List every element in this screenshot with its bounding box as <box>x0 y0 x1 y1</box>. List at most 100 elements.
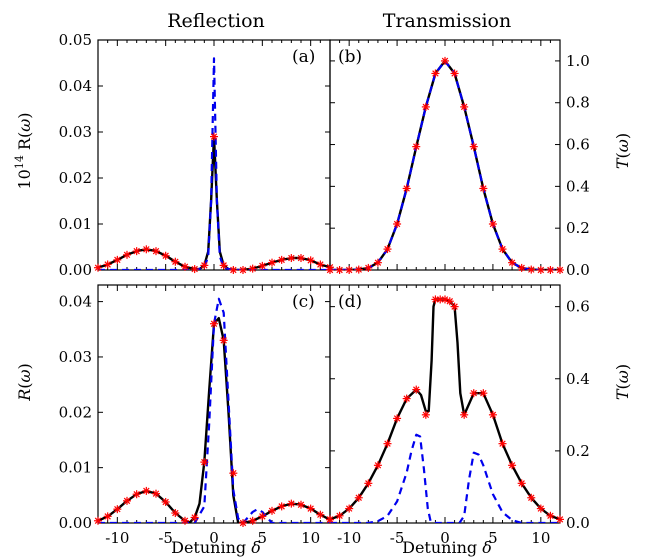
panel-c-marker <box>239 519 247 527</box>
panel-d-marker <box>546 511 555 520</box>
panel-a-marker <box>316 260 325 269</box>
panel-d-solid-line <box>330 298 560 521</box>
panel-a-ytick-label: 0.04 <box>59 77 92 95</box>
panel-d-marker <box>488 410 497 419</box>
panel-a-marker <box>152 247 160 256</box>
panel-a-marker <box>268 258 276 267</box>
panel-a-marker <box>248 264 257 273</box>
panel-b-marker <box>354 265 363 274</box>
panel-d-marker <box>402 394 411 403</box>
panel-b-frame <box>329 39 561 271</box>
panel-a-marker <box>219 261 228 270</box>
panel-b-marker <box>326 266 334 274</box>
panel-d-ylabel: T(ω) <box>613 364 632 400</box>
panel-a-marker <box>277 255 286 264</box>
panel-d-marker <box>508 461 517 470</box>
panel-c-marker <box>190 513 199 522</box>
panel-a-marker <box>190 265 199 274</box>
panel-a-ytick-label: 0.03 <box>59 123 92 141</box>
panel-c-xtick-label: 5 <box>258 529 268 547</box>
panel-a-marker <box>171 257 180 266</box>
panel-c-xtick-label: 0 <box>209 529 219 547</box>
panel-a-ytick-label: 0.05 <box>59 31 92 49</box>
panel-d-marker <box>445 297 454 306</box>
panel-d-marker <box>364 479 373 488</box>
panel-d-dashed-line <box>330 433 560 523</box>
panel-d-marker <box>527 493 536 502</box>
panel-b-marker <box>364 263 373 272</box>
panel-d-marker <box>393 414 402 423</box>
panel-b-marker <box>450 69 459 78</box>
panel-d-ytick-label: 0.6 <box>566 298 590 316</box>
panel-c-marker <box>161 497 170 506</box>
panel-c-marker <box>258 512 267 521</box>
panel-c-solid-line <box>98 317 330 523</box>
panel-b-marker <box>412 142 421 151</box>
panel-a-marker <box>210 132 218 141</box>
panel-a-marker <box>94 263 102 272</box>
panel-c-marker <box>171 509 180 518</box>
panel-b-marker <box>517 263 526 272</box>
panel-a-marker <box>258 261 267 270</box>
panel-b-ylabel: T(ω) <box>613 133 632 169</box>
panel-a-marker <box>200 261 209 270</box>
panel-c-dashed-line <box>98 297 330 523</box>
panel-b: 0.0 0.2 0.4 0.6 0.8 1.0 (b) <box>326 39 590 279</box>
panel-b-marker <box>479 184 488 193</box>
panel-b-ytick-label: 0.6 <box>566 136 590 154</box>
panel-c-marker <box>200 458 209 467</box>
panel-d-xlabel: Detuning δ <box>402 538 492 557</box>
panel-a-marker <box>181 262 189 271</box>
panel-d-tag: (d) <box>338 292 362 312</box>
panel-c-ytick-label: 0.04 <box>59 293 92 311</box>
panel-a-ytick-label: 0.02 <box>59 169 92 187</box>
panel-d-marker <box>383 439 392 448</box>
panel-d-xtick-label: -5 <box>390 529 405 547</box>
panel-b-solid-line <box>330 59 560 270</box>
panel-c-marker <box>113 505 122 514</box>
panel-d-ytick-label: 0.4 <box>566 370 590 388</box>
panel-c-marker <box>219 336 228 345</box>
panel-c-ytick-label: 0.01 <box>59 459 92 477</box>
panel-d-marker <box>460 410 469 419</box>
panel-c-marker <box>229 469 238 478</box>
panel-c-marker <box>132 490 141 499</box>
panel-c-xtick-label: -5 <box>158 529 173 547</box>
panel-b-marker <box>546 266 555 274</box>
panel-d: -10 -5 0 5 10 0.0 0.2 0.4 0.6 (d) <box>326 284 590 547</box>
panel-d-marker <box>450 302 459 311</box>
panel-d-marker <box>469 389 478 398</box>
panel-c-marker <box>210 319 218 328</box>
panel-c-marker <box>277 502 286 511</box>
panel-a: 0.00 0.01 0.02 0.03 0.04 0.05 (a) <box>59 31 334 279</box>
panel-d-marker <box>421 410 430 419</box>
panel-a-ylabel: 1014 R(ω) <box>13 112 34 189</box>
panel-b-ytick-label: 0.8 <box>566 94 590 112</box>
panel-a-ytick-label: 0.00 <box>59 261 92 279</box>
panel-b-ytick-label: 1.0 <box>566 52 590 70</box>
panel-c-ylabel: R(ω) <box>15 363 34 402</box>
panel-b-marker <box>402 184 411 193</box>
panel-c-marker <box>268 506 276 515</box>
panel-a-marker <box>161 251 170 260</box>
panel-b-marker <box>536 266 545 274</box>
panel-c-xtick-label: -10 <box>105 529 129 547</box>
panel-d-marker <box>412 385 421 394</box>
panel-d-xtick-label: 5 <box>488 529 498 547</box>
panel-d-ytick-label: 0.2 <box>566 442 590 460</box>
panel-a-ytick-label: 0.01 <box>59 215 92 233</box>
panel-a-dashed-line <box>98 57 330 270</box>
panel-b-tag: (b) <box>338 47 362 67</box>
panel-d-marker <box>517 479 526 488</box>
panel-d-marker <box>536 504 545 513</box>
panel-d-marker <box>335 511 344 520</box>
panel-a-solid-line <box>98 135 330 270</box>
panel-a-marker <box>297 254 305 263</box>
panel-b-marker <box>488 220 497 228</box>
panel-b-marker <box>508 258 517 267</box>
panel-d-marker <box>345 504 354 513</box>
panel-d-marker <box>354 493 363 502</box>
panel-c-ytick-label: 0.00 <box>59 514 92 532</box>
panel-a-marker <box>239 266 247 274</box>
